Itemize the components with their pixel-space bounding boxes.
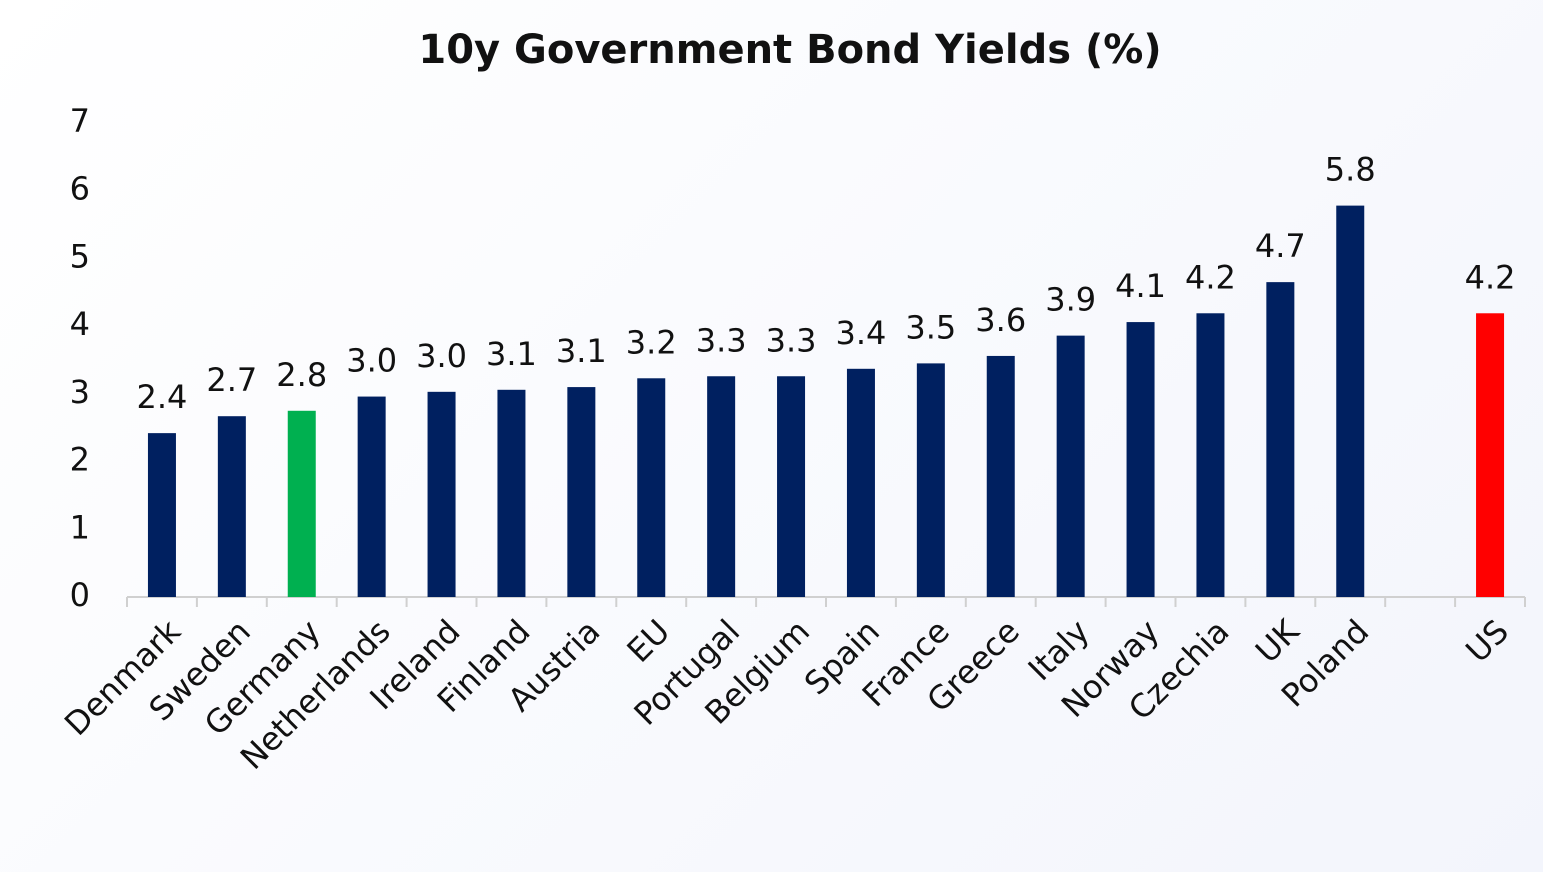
bar (427, 391, 456, 597)
bar (846, 368, 875, 597)
value-label: 4.7 (1255, 227, 1306, 265)
value-label: 3.6 (975, 301, 1026, 339)
bar (497, 389, 526, 597)
value-label: 5.8 (1325, 151, 1376, 189)
bar (637, 378, 666, 597)
bar (1476, 313, 1505, 597)
bar (357, 396, 386, 597)
bar (1266, 282, 1295, 597)
x-tick-label: EU (620, 612, 678, 670)
y-tick-label: 0 (70, 576, 90, 614)
value-label: 3.3 (696, 321, 747, 359)
value-label: 3.5 (905, 308, 956, 346)
bar (1196, 313, 1225, 597)
y-tick-label: 4 (70, 305, 90, 343)
x-tick-label: US (1458, 612, 1516, 670)
bar (1056, 335, 1085, 597)
y-tick-label: 3 (70, 373, 90, 411)
y-tick-label: 2 (70, 441, 90, 479)
x-tick-label: UK (1248, 611, 1307, 670)
bar (707, 376, 736, 597)
value-label: 3.3 (766, 321, 817, 359)
bar (986, 355, 1015, 597)
y-tick-label: 1 (70, 508, 90, 546)
value-label: 3.0 (346, 342, 397, 380)
value-label: 3.2 (626, 323, 677, 361)
bar (916, 363, 945, 597)
y-tick-label: 7 (70, 102, 90, 140)
value-label: 4.1 (1115, 267, 1166, 305)
value-label: 4.2 (1465, 258, 1516, 296)
chart-title: 10y Government Bond Yields (%) (418, 27, 1161, 73)
bar (287, 410, 316, 597)
y-tick-label: 6 (70, 170, 90, 208)
bar (217, 416, 246, 597)
value-label: 3.0 (416, 337, 467, 375)
value-label: 4.2 (1185, 258, 1236, 296)
value-label: 2.7 (206, 361, 257, 399)
bar (567, 387, 596, 597)
value-label: 3.4 (836, 314, 887, 352)
value-label: 3.1 (556, 332, 607, 370)
bar (777, 376, 806, 597)
value-label: 3.1 (486, 335, 537, 373)
value-label: 3.9 (1045, 281, 1096, 319)
bar (147, 433, 176, 597)
bar (1336, 205, 1365, 597)
value-label: 2.4 (137, 378, 188, 416)
bar (1126, 322, 1155, 597)
y-tick-label: 5 (70, 237, 90, 275)
value-label: 2.8 (276, 356, 327, 394)
